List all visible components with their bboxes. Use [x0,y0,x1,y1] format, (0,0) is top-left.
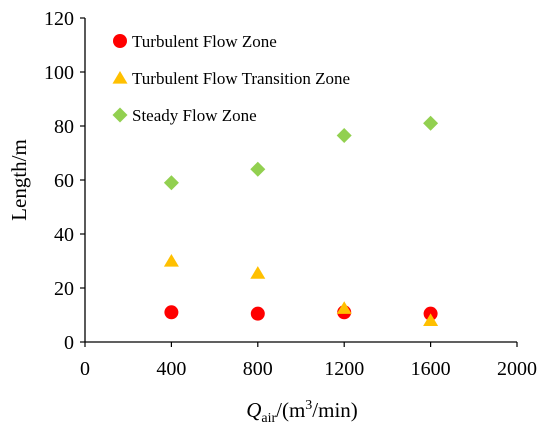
y-tick-label: 0 [64,332,74,354]
y-tick-label: 100 [44,62,74,84]
turbulent-flow-zone-point [164,305,179,320]
legend-steady-flow-zone-marker [112,107,128,123]
y-tick-label: 40 [54,224,74,246]
y-tick-label: 80 [54,116,74,138]
turbulent-flow-transition-zone-point [336,301,352,314]
y-tick-label: 60 [54,170,74,192]
x-axis-title-unit: /(m [276,398,305,422]
y-tick-label: 20 [54,278,74,300]
steady-flow-zone-point [163,175,179,191]
steady-flow-zone-point [336,127,352,143]
turbulent-flow-zone-point [250,306,265,321]
x-axis-title-superscript: 3 [305,398,312,413]
x-tick-label: 1200 [324,358,364,380]
x-tick-label: 800 [243,358,273,380]
legend-turbulent-flow-zone-label: Turbulent Flow Zone [132,32,277,51]
x-axis-title-variable: Q [246,398,261,422]
turbulent-flow-transition-zone-point [250,266,266,279]
x-tick-label: 2000 [497,358,537,380]
x-tick-label: 0 [80,358,90,380]
x-axis-title-unit-end: /min) [312,398,358,422]
turbulent-flow-transition-zone-point [163,254,179,267]
data-marks [163,115,439,326]
y-tick-label: 120 [44,8,74,30]
turbulent-flow-transition-zone-point [423,313,439,326]
legend-turbulent-flow-transition-zone-marker [112,71,128,84]
y-axis-title: Length/m [7,139,31,221]
legend-steady-flow-zone-label: Steady Flow Zone [132,106,257,125]
legend-turbulent-flow-transition-zone-label: Turbulent Flow Transition Zone [132,69,350,88]
x-axis-title-subscript: air [261,411,276,426]
steady-flow-zone-point [250,161,266,177]
steady-flow-zone-point [423,115,439,131]
x-tick-label: 400 [156,358,186,380]
x-tick-label: 1600 [411,358,451,380]
legend-turbulent-flow-zone-marker [113,34,127,48]
plot-area [84,18,517,343]
legend: Turbulent Flow Zone Turbulent Flow Transi… [112,32,350,125]
x-axis-title: Qair/(m3/min) [246,398,358,426]
